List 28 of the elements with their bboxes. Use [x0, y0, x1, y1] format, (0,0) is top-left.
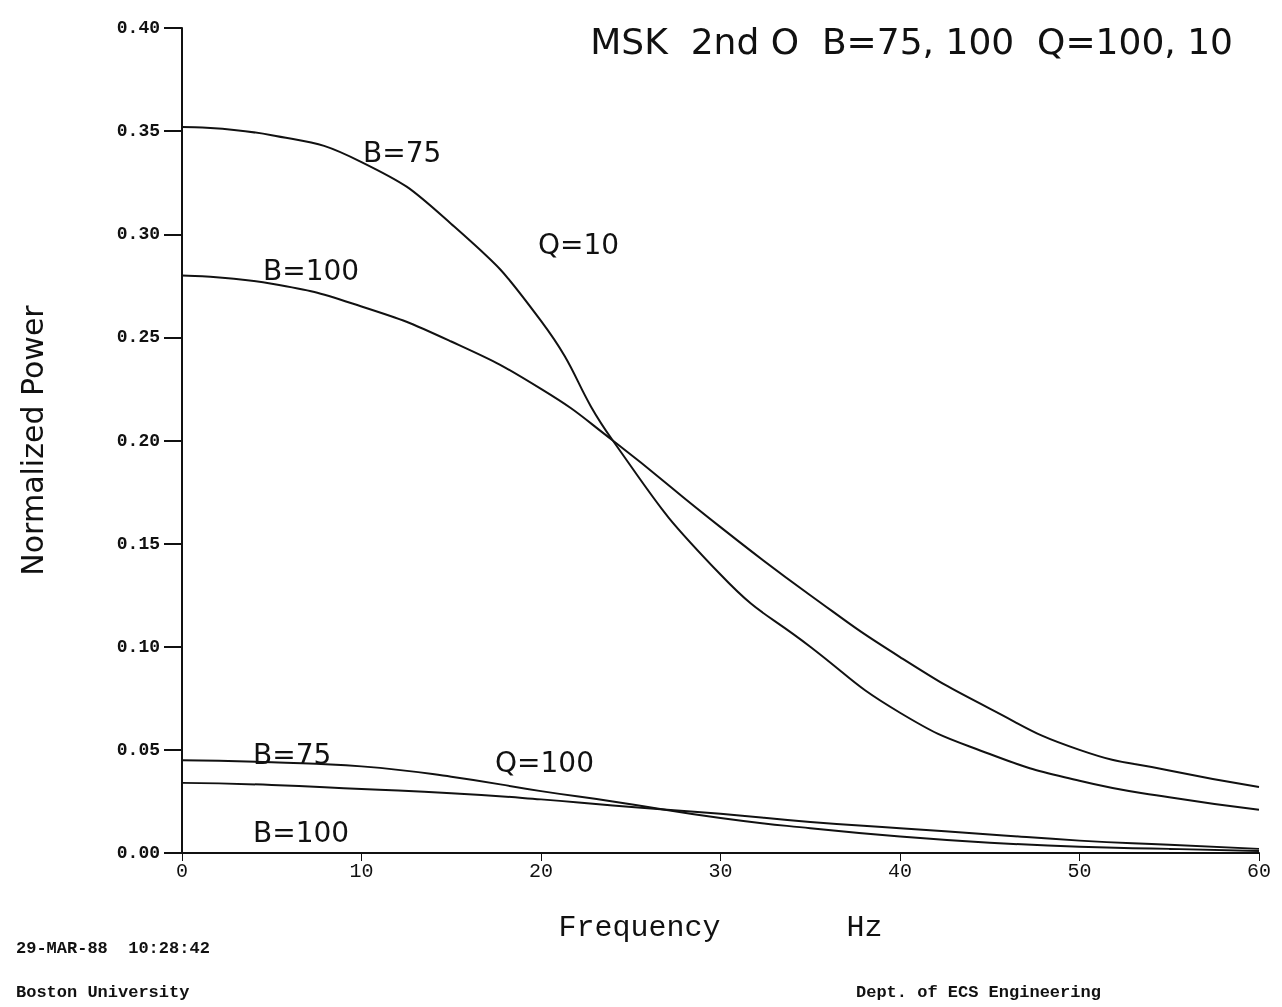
- text: Dept. of ECS Engineering: [856, 983, 1101, 1002]
- annotation: Q=10: [538, 227, 620, 261]
- y-tick-label: 0.30: [116, 224, 160, 245]
- x-tick-label: 20: [528, 859, 554, 883]
- y-tick-label: 0.40: [116, 18, 160, 38]
- annotation: B=75: [253, 737, 332, 771]
- x-tick-label: 50: [1067, 859, 1092, 883]
- y-tick-label: 0.00: [116, 843, 160, 863]
- text: Boston University: [16, 983, 190, 1002]
- text: 29-MAR-88 10:28:42: [16, 939, 210, 958]
- y-tick-label: 0.20: [116, 430, 160, 451]
- annotation: B=100: [263, 253, 360, 287]
- x-tick-label: 60: [1246, 859, 1272, 883]
- x-axis-title: Frequency Hz: [558, 911, 883, 945]
- x-tick-label: 30: [708, 859, 733, 883]
- y-tick-label: 0.05: [116, 739, 160, 760]
- y-tick-label: 0.15: [116, 533, 160, 554]
- x-tick-label: 40: [887, 859, 913, 883]
- y-axis-title: Normalized Power: [14, 304, 50, 576]
- y-tick-label: 0.35: [116, 121, 160, 142]
- y-tick-label: 0.25: [116, 327, 160, 348]
- annotation: Q=100: [495, 745, 594, 779]
- chart-title: MSK 2nd O B=75, 100 Q=100, 10: [590, 20, 1233, 62]
- x-tick-label: 0: [175, 859, 189, 883]
- x-tick-label: 10: [349, 859, 374, 883]
- annotation: B=100: [253, 815, 350, 849]
- y-tick-label: 0.10: [116, 636, 160, 657]
- annotation: B=75: [363, 135, 442, 169]
